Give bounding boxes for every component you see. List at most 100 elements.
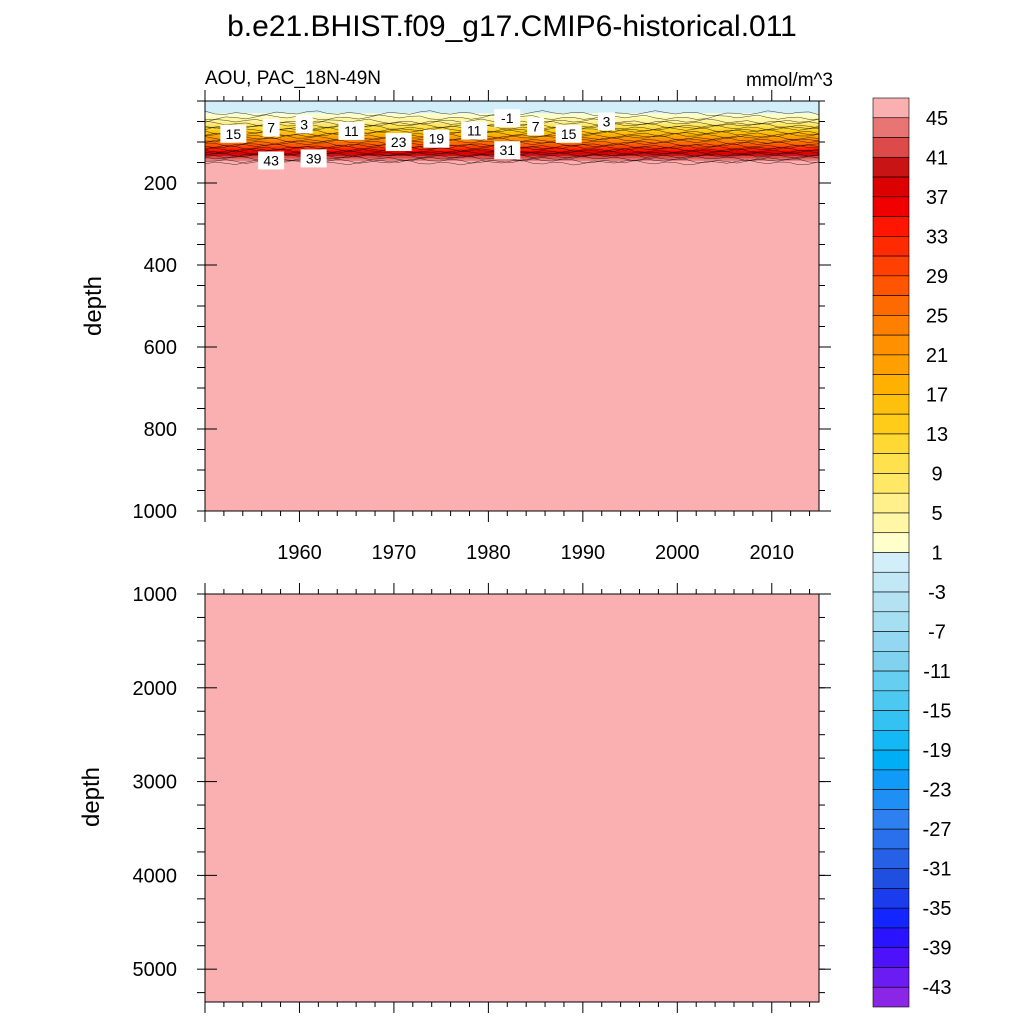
contour-label-box [423, 129, 450, 148]
contour-band [205, 133, 819, 137]
colorbar-swatch [872, 986, 910, 1008]
x-axis-deep [204, 583, 811, 1013]
y-axis-upper: 200 400 600 800 1000 [133, 100, 831, 523]
colorbar-label: -19 [923, 740, 952, 762]
contour-label: 11 [338, 121, 365, 140]
contour-label-box [258, 151, 285, 170]
colorbar-label: 17 [926, 384, 948, 406]
contour-label-box [494, 109, 521, 128]
colorbar-swatch [872, 512, 910, 534]
contour-label: 3 [597, 112, 615, 131]
colorbar-swatch [872, 236, 910, 257]
contour-line [205, 135, 819, 141]
contour-label-box [300, 149, 327, 168]
colorbar-label: 21 [926, 345, 948, 367]
colorbar-swatch [872, 453, 910, 474]
contour-band [205, 163, 819, 511]
y-axis-label-upper: depth [80, 276, 107, 336]
contour-fill-upper [205, 101, 819, 511]
contour-label-box [385, 133, 412, 151]
contour-band [205, 594, 819, 1002]
colorbar-swatch [872, 156, 910, 178]
contour-labels-upper: 15 7 3 11 43 39 23 19 11 -1 31 7 15 3 [220, 109, 615, 170]
contour-label-text: 3 [603, 114, 611, 130]
contour-label-text: 3 [300, 116, 308, 132]
colorbar-swatch [872, 117, 910, 138]
chart-title: b.e21.BHIST.f09_g17.CMIP6-historical.011 [227, 10, 797, 43]
contour-label: 7 [262, 118, 280, 137]
contour-label: 39 [300, 149, 327, 168]
colorbar-swatch [872, 967, 910, 988]
colorbar-swatch [872, 97, 910, 119]
colorbar-swatch [872, 947, 910, 968]
units-label: mmol/m^3 [746, 70, 833, 91]
x-tick-label: 1970 [372, 542, 417, 564]
contour-label: 23 [385, 133, 412, 151]
contour-label-text: 15 [561, 126, 577, 142]
contour-band [205, 129, 819, 133]
contour-label-box [262, 118, 280, 137]
colorbar-swatch [872, 789, 910, 810]
colorbar-swatch [872, 275, 910, 296]
colorbar-swatch [872, 413, 910, 435]
contour-band [205, 137, 819, 141]
colorbar-swatch [872, 354, 910, 375]
contour-label-box [295, 115, 313, 134]
colorbar-label: -7 [928, 622, 946, 644]
colorbar-swatch [872, 552, 910, 573]
colorbar-swatch [872, 868, 910, 889]
colorbar-label: -3 [928, 582, 946, 604]
y-axis-label-deep: depth [78, 767, 105, 827]
contour-label-text: -1 [501, 110, 514, 126]
contour-label-text: 23 [391, 134, 407, 150]
contour-band [205, 131, 819, 135]
colorbar-swatch [872, 216, 910, 237]
y-tick-label: 5000 [133, 959, 178, 981]
contour-label-box [338, 121, 365, 140]
x-tick-label: 1990 [561, 542, 606, 564]
colorbar-swatch [872, 315, 910, 336]
contour-line [205, 137, 819, 143]
colorbar-swatch [872, 394, 910, 415]
colorbar-label: 41 [926, 147, 948, 169]
contour-label-text: 7 [267, 120, 275, 136]
y-tick-label: 600 [144, 337, 177, 359]
contour-label: 15 [555, 124, 582, 143]
colorbar-swatch [872, 176, 910, 198]
contour-label-box [527, 117, 545, 136]
colorbar-swatch [872, 374, 910, 395]
x-tick-label: 2000 [655, 542, 700, 564]
y-tick-label: 200 [144, 173, 177, 195]
colorbar-label: -35 [923, 898, 952, 920]
colorbar-swatch [872, 651, 910, 672]
colorbar-label: -15 [923, 701, 952, 723]
contour-band [205, 162, 819, 164]
colorbar: 45 41 37 33 29 25 21 17 13 9 5 1 -3 -7 -11 -15 -19 -23 -27… [872, 97, 952, 1008]
colorbar-label: 1 [931, 543, 942, 565]
colorbar-swatch [872, 848, 910, 869]
contour-label-text: 11 [344, 123, 359, 139]
contour-line [205, 133, 819, 139]
contour-band [205, 160, 819, 163]
colorbar-label: -11 [923, 661, 950, 683]
contour-label-text: 11 [467, 123, 482, 139]
colorbar-swatch [872, 809, 910, 830]
colorbar-swatch [872, 749, 910, 771]
contour-label: 31 [494, 141, 521, 160]
y-tick-label: 1000 [133, 501, 178, 523]
y-tick-label: 3000 [133, 772, 178, 794]
x-tick-label: 1960 [277, 542, 322, 564]
y-tick-label: 400 [144, 255, 177, 277]
contour-label: 7 [527, 117, 545, 136]
panel-deep-ocean: 1000 2000 3000 4000 5000 depth [78, 583, 831, 1013]
contour-label-box [597, 112, 615, 131]
x-tick-label: 2010 [750, 542, 795, 564]
colorbar-swatch [872, 532, 910, 553]
plot-frame-deep [204, 593, 820, 1003]
colorbar-swatch [872, 473, 910, 494]
colorbar-swatch [872, 196, 910, 217]
colorbar-label: 5 [931, 503, 942, 525]
colorbar-swatch [872, 611, 910, 632]
contour-label-text: 15 [226, 126, 242, 142]
